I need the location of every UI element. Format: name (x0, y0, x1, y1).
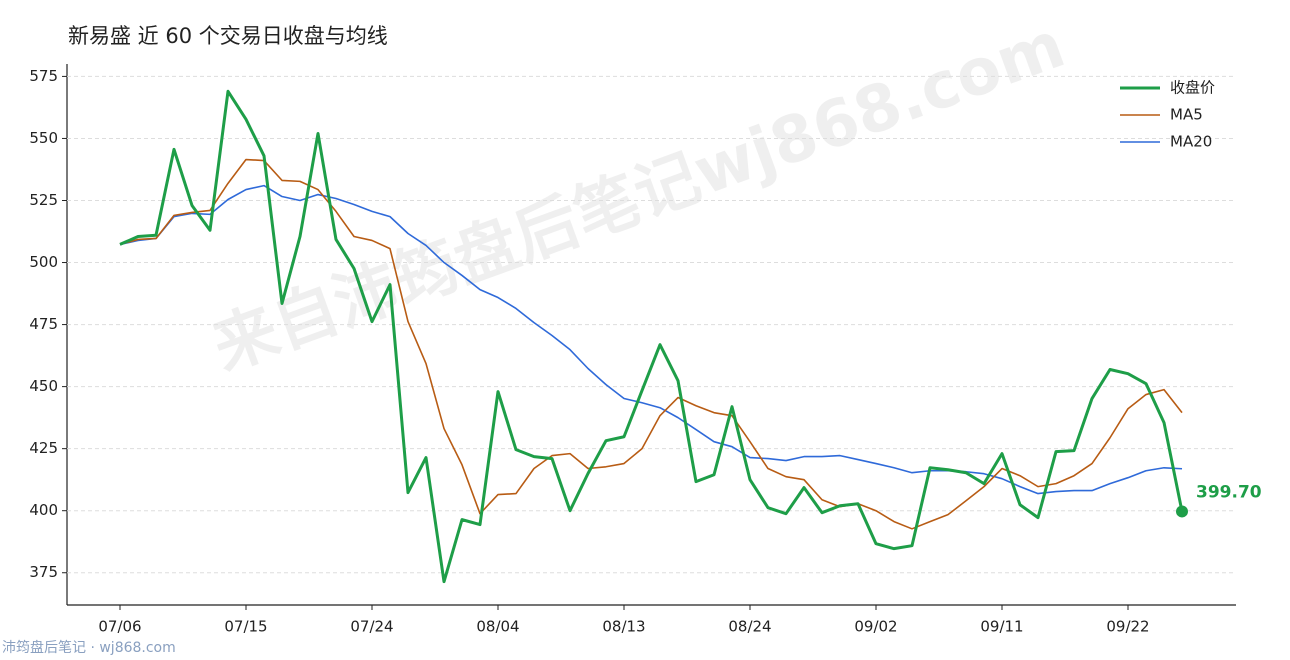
value-label: 399.70 (1196, 482, 1262, 502)
y-tick-label: 475 (29, 315, 58, 333)
chart-title: 新易盛 近 60 个交易日收盘与均线 (68, 24, 388, 48)
x-tick-label: 09/11 (980, 618, 1023, 636)
series-line (119, 89, 1184, 584)
legend-label: 收盘价 (1170, 79, 1215, 97)
x-tick-label: 08/24 (728, 618, 771, 636)
y-tick-label: 425 (29, 439, 58, 457)
legend-label: MA20 (1170, 133, 1212, 151)
y-tick-label: 450 (29, 377, 58, 395)
end-point (1176, 505, 1188, 518)
legend-label: MA5 (1170, 106, 1203, 124)
x-tick-label: 09/22 (1106, 618, 1149, 636)
y-tick-label: 375 (29, 563, 58, 581)
x-tick-label: 08/04 (476, 618, 519, 636)
series-line (119, 158, 1183, 530)
x-tick-label: 07/24 (350, 618, 393, 636)
y-tick-label: 550 (29, 129, 58, 147)
x-tick-label: 08/13 (602, 618, 645, 636)
footer: 沛筠盘后笔记 · wj868.com (2, 639, 176, 656)
x-tick-label: 09/02 (854, 618, 897, 636)
series-line (119, 184, 1183, 495)
y-tick-label: 575 (29, 67, 58, 85)
y-tick-label: 525 (29, 191, 58, 209)
watermark: 来自沛筠盘后笔记wj868.com (204, 8, 1075, 385)
x-tick-label: 07/06 (98, 618, 141, 636)
y-tick-label: 500 (29, 253, 58, 271)
y-tick-label: 400 (29, 501, 58, 519)
x-tick-label: 07/15 (224, 618, 267, 636)
